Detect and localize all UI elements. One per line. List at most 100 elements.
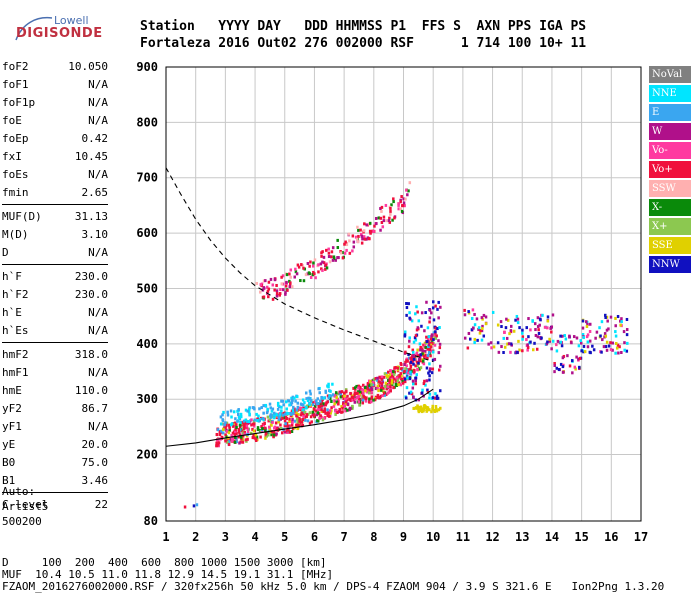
echo-point: [408, 339, 411, 343]
echo-point: [244, 408, 248, 412]
echo-point: [362, 383, 365, 387]
echo-point: [619, 323, 622, 327]
echo-point: [546, 319, 550, 323]
echo-point: [477, 327, 480, 331]
echo-point: [430, 336, 434, 340]
echo-point: [253, 407, 256, 411]
echo-point: [392, 370, 395, 374]
echo-point: [220, 435, 224, 439]
echo-point: [423, 329, 426, 333]
echo-point: [226, 440, 229, 444]
echo-point: [293, 275, 296, 279]
echo-point: [538, 323, 541, 327]
param-row: foF1 N/A: [2, 76, 108, 94]
echo-points: [183, 181, 629, 509]
echo-point: [285, 280, 288, 284]
echo-point: [609, 348, 613, 352]
echo-point: [438, 326, 441, 330]
echo-point: [273, 411, 276, 415]
echo-point: [403, 377, 407, 381]
echo-point: [521, 349, 524, 353]
echo-point: [303, 401, 306, 405]
echo-point: [586, 345, 590, 349]
echo-point: [422, 354, 426, 358]
param-row: D N/A: [2, 244, 108, 262]
echo-point: [564, 337, 568, 341]
echo-point: [376, 387, 379, 391]
param-row: h`F 230.0: [2, 268, 108, 286]
echo-point: [557, 367, 561, 371]
echo-point: [625, 328, 629, 332]
echo-point: [370, 382, 373, 386]
echo-point: [309, 275, 313, 279]
echo-point: [347, 232, 351, 236]
echo-point: [373, 377, 376, 381]
echo-point: [555, 349, 559, 353]
echo-point: [283, 424, 287, 428]
echo-point: [380, 221, 384, 225]
auto-program: Artist5: [2, 500, 49, 513]
echo-point: [278, 293, 281, 297]
echo-point: [295, 417, 299, 421]
echo-point: [296, 420, 299, 424]
echo-point: [277, 415, 281, 419]
echo-point: [390, 379, 394, 383]
echo-point: [406, 368, 409, 372]
x-tick-label: 3: [222, 530, 229, 544]
echo-point: [395, 376, 399, 380]
echo-point: [284, 292, 287, 296]
echo-point: [341, 256, 345, 260]
echo-point: [438, 346, 442, 350]
echo-point: [406, 376, 409, 380]
echo-point: [358, 388, 362, 392]
echo-point: [264, 432, 268, 436]
echo-point: [224, 433, 227, 437]
param-label: yE: [2, 438, 16, 451]
echo-point: [351, 395, 355, 399]
echo-point: [389, 389, 392, 393]
echo-point: [408, 181, 412, 185]
echo-point: [255, 435, 259, 439]
echo-point: [399, 367, 403, 371]
echo-point: [326, 384, 329, 388]
echo-point: [327, 410, 331, 414]
echo-point: [265, 411, 269, 415]
echo-point: [585, 320, 588, 324]
echo-point: [357, 390, 360, 394]
echo-point: [215, 441, 218, 445]
echo-point: [183, 505, 187, 509]
echo-point: [362, 229, 366, 233]
echo-point: [607, 344, 611, 348]
echo-point: [431, 396, 435, 400]
echo-point: [291, 417, 294, 421]
echo-point: [405, 313, 408, 317]
echo-point: [536, 325, 540, 329]
echo-point: [353, 400, 357, 404]
echo-point: [270, 433, 273, 437]
echo-point: [313, 413, 316, 417]
echo-point: [288, 417, 291, 421]
echo-point: [618, 345, 621, 349]
echo-point: [228, 426, 231, 430]
echo-point: [410, 392, 414, 396]
echo-point: [335, 396, 338, 400]
echo-point: [424, 345, 427, 349]
echo-point: [478, 331, 482, 335]
echo-point: [566, 354, 569, 358]
echo-point: [276, 413, 280, 417]
echo-point: [327, 396, 331, 400]
echo-point: [406, 371, 410, 375]
echo-point: [228, 424, 231, 428]
echo-point: [603, 332, 607, 336]
echo-point: [294, 267, 297, 271]
param-value: 20.0: [81, 438, 109, 451]
echo-point: [284, 422, 287, 426]
echo-point: [467, 310, 470, 314]
echo-point: [410, 319, 414, 323]
echo-point: [229, 409, 233, 413]
echo-point: [219, 422, 223, 426]
echo-point: [614, 316, 617, 320]
echo-point: [429, 345, 433, 349]
echo-point: [296, 405, 300, 409]
echo-point: [434, 326, 437, 330]
